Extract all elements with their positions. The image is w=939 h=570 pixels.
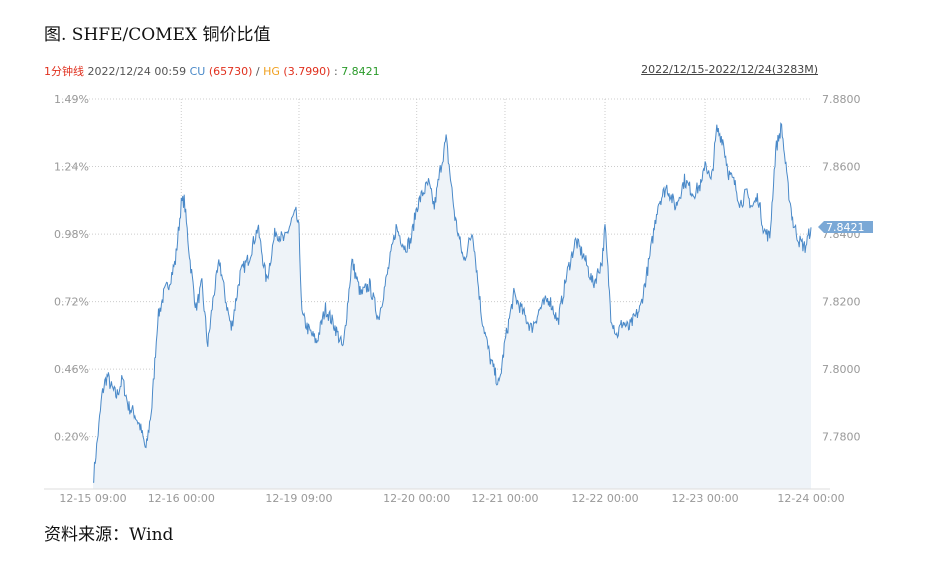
series-line: [93, 122, 812, 483]
x-tick-label: 12-22 00:00: [571, 492, 638, 505]
colon-separator: :: [330, 65, 342, 78]
area-fill: [93, 123, 811, 490]
right-tick-label: 7.8600: [822, 161, 861, 174]
x-tick-label: 12-23 00:00: [671, 492, 738, 505]
x-tick-label: 12-24 00:00: [777, 492, 844, 505]
left-tick-label: 0.72%: [54, 296, 89, 309]
hg-value: (3.7990): [279, 65, 331, 78]
x-tick-label: 12-21 00:00: [471, 492, 538, 505]
cu-label: CU: [189, 65, 206, 78]
ratio-value: 7.8421: [341, 65, 380, 78]
x-tick-label: 12-20 00:00: [383, 492, 450, 505]
source-note: 资料来源：Wind: [44, 525, 174, 545]
last-value-label: 7.8421: [826, 221, 865, 234]
page-title: 图. SHFE/COMEX 铜价比值: [44, 25, 271, 45]
right-tick-label: 7.8200: [822, 296, 861, 309]
right-tick-label: 7.8800: [822, 93, 861, 106]
cu-value: (65730): [205, 65, 253, 78]
left-tick-label: 0.46%: [54, 363, 89, 376]
x-tick-label: 12-19 09:00: [265, 492, 332, 505]
x-tick-label: 12-16 00:00: [148, 492, 215, 505]
left-tick-label: 0.20%: [54, 431, 89, 444]
date-range-link[interactable]: 2022/12/15-2022/12/24(3283M): [641, 63, 818, 76]
datetime-readout: 2022/12/24 00:59: [84, 65, 190, 78]
last-value-box: [818, 220, 873, 233]
x-tick-label: 12-15 09:00: [59, 492, 126, 505]
left-tick-label: 0.98%: [54, 228, 89, 241]
right-tick-label: 7.7800: [822, 431, 861, 444]
last-value-marker: 7.8421: [818, 220, 873, 234]
interval-label[interactable]: 1分钟线: [44, 65, 84, 78]
left-tick-label: 1.24%: [54, 161, 89, 174]
separator: /: [252, 65, 264, 78]
hg-label: HG: [263, 65, 280, 78]
right-tick-label: 7.8000: [822, 363, 861, 376]
left-tick-label: 1.49%: [54, 93, 89, 106]
info-bar: 1分钟线 2022/12/24 00:59 CU (65730) / HG (3…: [44, 63, 380, 79]
